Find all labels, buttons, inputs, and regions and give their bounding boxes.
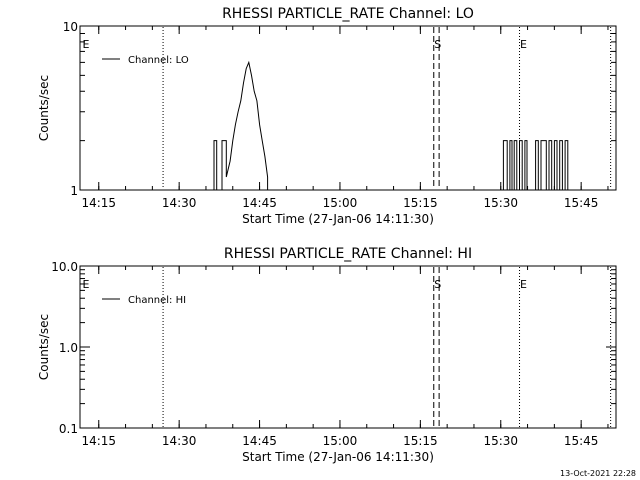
x-tick-label: 15:15 [403, 196, 438, 210]
generation-timestamp: 13-Oct-2021 22:28 [560, 469, 636, 478]
x-tick-label: 14:45 [242, 434, 277, 448]
event-marker-label: S [434, 38, 441, 51]
event-marker-label: E [83, 38, 90, 51]
x-axis-label: Start Time (27-Jan-06 14:11:30) [242, 212, 434, 226]
series-line [213, 60, 569, 191]
y-axis-label: Counts/sec [37, 314, 51, 380]
x-tick-label: 15:00 [323, 196, 358, 210]
chart-title: RHESSI PARTICLE_RATE Channel: HI [224, 246, 472, 262]
event-marker-label: E [83, 278, 90, 291]
x-tick-label: 15:15 [403, 434, 438, 448]
x-tick-label: 15:45 [564, 196, 599, 210]
y-tick-label: 10 [63, 20, 78, 34]
x-tick-label: 14:30 [162, 196, 197, 210]
plot-frame [79, 265, 617, 429]
legend-label: Channel: LO [128, 55, 189, 66]
event-marker-label: S [434, 278, 441, 291]
x-tick-label: 14:15 [81, 434, 116, 448]
y-axis-label: Counts/sec [37, 75, 51, 141]
x-tick-label: 15:30 [483, 196, 518, 210]
x-tick-label: 15:00 [323, 434, 358, 448]
event-marker-label: E [520, 38, 527, 51]
y-tick-label: 1 [70, 184, 78, 198]
x-tick-label: 14:45 [242, 196, 277, 210]
y-tick-label: 10.0 [51, 260, 78, 274]
x-tick-label: 14:15 [81, 196, 116, 210]
x-axis-label: Start Time (27-Jan-06 14:11:30) [242, 450, 434, 464]
lo-channel-panel: RHESSI PARTICLE_RATE Channel: LO 1 10 14:15… [37, 6, 617, 226]
hi-channel-panel: RHESSI PARTICLE_RATE Channel: HI 0.1 1.0 10… [37, 246, 617, 464]
event-marker-label: E [520, 278, 527, 291]
x-tick-label: 14:30 [162, 434, 197, 448]
x-tick-label: 15:30 [483, 434, 518, 448]
y-tick-label: 1.0 [59, 341, 78, 355]
x-tick-label: 15:45 [564, 434, 599, 448]
legend-label: Channel: HI [128, 295, 186, 306]
y-tick-label: 0.1 [59, 422, 78, 436]
chart-title: RHESSI PARTICLE_RATE Channel: LO [222, 6, 474, 22]
